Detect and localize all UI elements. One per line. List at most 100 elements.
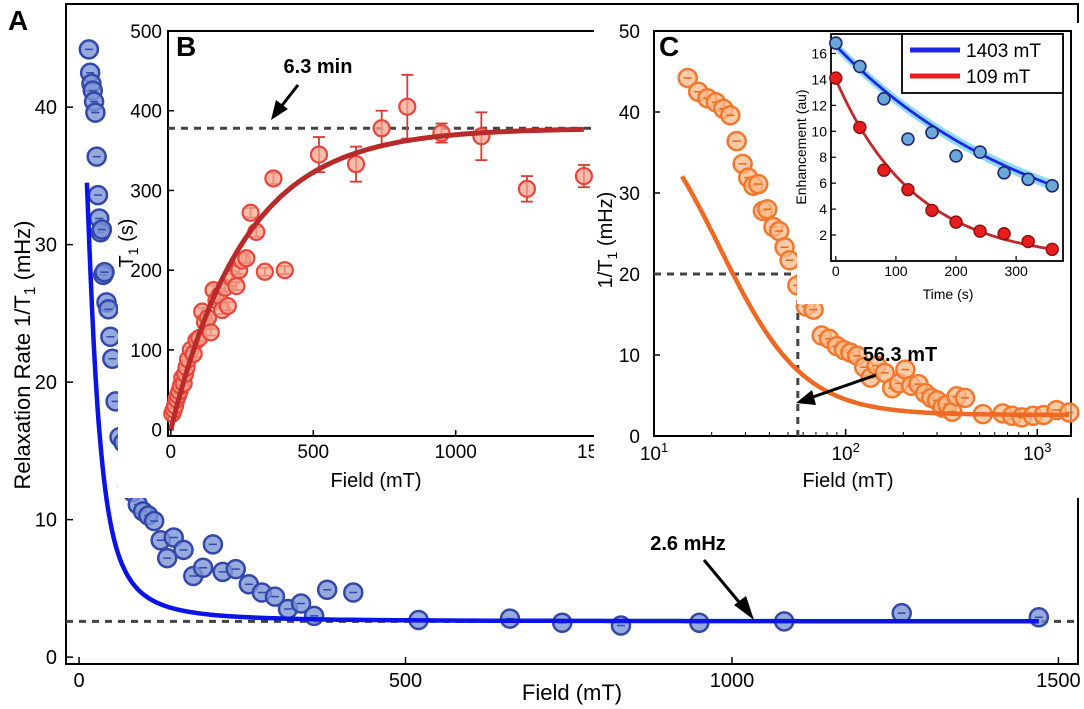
- panel-c-ytick-label: 40: [619, 103, 640, 124]
- panel-b-xtick-label: 0: [166, 442, 177, 463]
- panel-a-fit-curve: [84, 182, 1039, 624]
- panel-b-data-point: [372, 119, 391, 138]
- panel-a-xtick-label: 500: [389, 670, 422, 692]
- panel-c-y-axis-label-sub: 1: [604, 251, 620, 259]
- panel-c-annotation: 56.3 mT: [863, 344, 937, 366]
- panel-c-inset-ytick-label: 16: [811, 45, 827, 61]
- panel-c-ytick-label: 10: [619, 346, 640, 367]
- panel-a-y-axis-label-sub: 1: [22, 286, 39, 295]
- panel-a-y-axis-label: Relaxation Rate 1/T1 (mHz): [10, 221, 39, 490]
- panel-c-inset-legend-1403-label: 1403 mT: [966, 41, 1041, 62]
- panel-a-ytick-label: 20: [35, 372, 57, 394]
- panel-b-data-point: [574, 166, 594, 186]
- panel-c-inset-ytick-label: 10: [811, 123, 827, 139]
- panel-b-data-point: [227, 277, 246, 296]
- panel-b-ytick-label: 0: [151, 421, 162, 442]
- panel-c-ytick-label: 30: [619, 184, 640, 205]
- panel-c-inset-ytick-label: 2: [819, 227, 827, 243]
- panel-a-x-axis-label: Field (mT): [522, 680, 622, 705]
- panel-c-inset-xtick-label: 100: [884, 263, 908, 279]
- panel-c-xtick-base: 10: [1023, 444, 1044, 465]
- panel-c-inset-ytick-label: 12: [811, 97, 827, 113]
- panel-c-inset-1403-data-point: [829, 36, 843, 50]
- panel-b-annotation: 6.3 min: [284, 56, 353, 78]
- panel-c-xtick-exponent: 2: [853, 440, 860, 455]
- panel-c-inset-1403-data-point: [1021, 172, 1035, 187]
- panel-c-y-axis-label-main: 1/T: [595, 259, 617, 288]
- panel-a-ytick-label: 10: [35, 510, 57, 532]
- panel-c-inset-109-data-point: [1045, 242, 1059, 257]
- panel-b-data-point: [398, 97, 417, 116]
- panel-b-ytick-label: 400: [130, 102, 162, 123]
- panel-b-data-point: [517, 179, 537, 198]
- panel-a-y-axis-label-tail: (mHz): [10, 221, 35, 287]
- panel-letter-c: C: [659, 31, 679, 62]
- panel-a-annotation-arrow-shaft: [702, 559, 746, 609]
- panel-c-inset-legend: 1403 mT 109 mT: [901, 33, 1064, 94]
- panel-c-inset-ytick-label: 14: [811, 71, 827, 87]
- panel-b-fit-curve: [168, 126, 584, 431]
- panel-c-inset-xtick-label: 300: [1004, 263, 1028, 279]
- panel-c-inset-1403-data-point: [997, 165, 1011, 180]
- panel-c-inset-109-data-point: [901, 182, 915, 197]
- panel-c-inset-109-data-point: [877, 163, 891, 177]
- panel-c-inset-1403-fit-curve: [834, 44, 1053, 187]
- panel-c-ytick-label: 0: [629, 427, 640, 448]
- panel-a-xtick-label: 0: [73, 670, 84, 692]
- panel-c-inset-1403-data-point: [973, 145, 987, 159]
- panel-b-data-point: [218, 296, 237, 316]
- panel-b-data-point: [255, 262, 274, 281]
- panel-c-inset-1403-data-point: [901, 132, 915, 146]
- panel-b-ytick-label: 500: [130, 22, 162, 43]
- panel-b-ytick-label: 100: [130, 341, 162, 362]
- panel-b-data-point: [309, 145, 329, 164]
- panel-b-annotation-arrow-shaft: [278, 84, 300, 109]
- panel-c-xtick-exponent: 3: [1044, 440, 1051, 455]
- panel-c-annotation-arrow-shaft: [809, 373, 877, 400]
- panel-c-annotation-arrowhead: [796, 390, 816, 405]
- panel-c-y-axis-label-tail: (mHz): [595, 192, 617, 252]
- panel-b-y-axis-label-main: T: [116, 255, 138, 267]
- panel-b-xtick-label: 1000: [435, 442, 477, 463]
- panel-letter-a: A: [8, 5, 28, 36]
- panel-c-xtick-exponent: 1: [661, 440, 668, 455]
- panel-a-annotation: 2.6 mHz: [650, 533, 726, 555]
- panel-b-x-axis-label: Field (mT): [330, 470, 421, 492]
- panel-c-xtick-base: 10: [640, 444, 661, 465]
- panel-a-ytick-label: 30: [35, 235, 57, 257]
- panel-b-chart: 0500100015000100200300400500Field (mT)T1…: [116, 22, 619, 498]
- panel-a-y-axis-label-main: Relaxation Rate 1/T: [10, 295, 35, 489]
- panel-c-inset-1403-data-point: [925, 125, 939, 140]
- panel-c-inset-x-axis-label: Time (s): [923, 286, 974, 302]
- panel-c-inset-1403-data-point: [1045, 178, 1059, 193]
- panel-c-inset-legend-109-label: 109 mT: [966, 67, 1031, 88]
- panel-a-ytick-label: 0: [46, 647, 57, 669]
- panel-a-xtick-label: 1000: [710, 670, 755, 692]
- panel-c-inset-1403-data-point: [949, 149, 963, 163]
- panel-c-xtick-label: 101: [640, 440, 668, 465]
- panel-b-data-point: [201, 323, 220, 342]
- panel-a-annotation-arrowhead: [734, 596, 754, 620]
- panel-c-fit-curve: [680, 175, 1070, 418]
- panel-a-ytick-label: 40: [35, 97, 57, 119]
- panel-b-annotation-arrowhead: [271, 100, 288, 120]
- panel-b-y-axis-label-sub: 1: [125, 247, 141, 255]
- panel-c-inset-ytick-label: 8: [819, 149, 827, 165]
- panel-c-frame: [653, 30, 1072, 437]
- panel-b-data-point: [237, 249, 256, 268]
- panel-c-y-axis-label: 1/T1 (mHz): [595, 192, 620, 289]
- panel-c-inset-109-fit-curve: [834, 78, 1053, 251]
- panel-b-xtick-label: 500: [297, 442, 329, 463]
- panel-c-inset-109-data-point: [925, 203, 939, 218]
- panel-b-background: [118, 23, 613, 498]
- panel-c-inset-109-data-point: [1021, 234, 1035, 249]
- panel-c-inset-xtick-label: 0: [832, 263, 840, 279]
- panel-c-inset-1403-data-point: [853, 59, 867, 74]
- panel-c-inset-xtick-label: 200: [944, 263, 968, 279]
- panel-c-inset-ytick-label: 6: [819, 175, 827, 191]
- panel-b-ytick-label: 200: [130, 261, 162, 282]
- panel-c-xtick-label: 102: [831, 440, 859, 465]
- panel-b-data-point: [241, 203, 260, 222]
- panel-a-xtick-label: 1500: [1036, 670, 1081, 692]
